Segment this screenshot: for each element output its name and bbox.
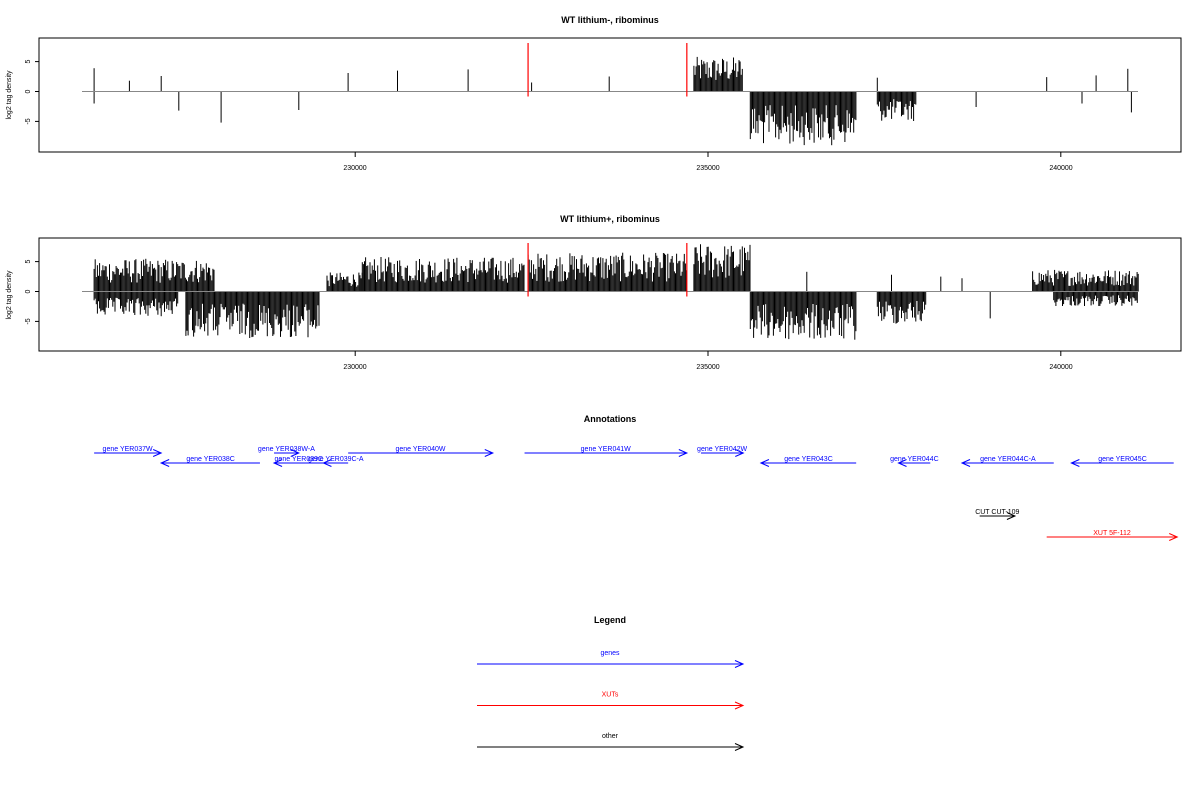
- gene-label: gene YER039C: [275, 456, 324, 463]
- tag-density-bars: [93, 244, 1139, 340]
- annotations-title: Annotations: [584, 414, 637, 424]
- gene-feature: gene YER038W-A: [258, 446, 315, 457]
- legend: Legend genes XUTs other: [477, 615, 745, 751]
- x-tick-label: 230000: [343, 165, 366, 172]
- gene-label: gene YER045C: [1098, 456, 1147, 463]
- gene-label: gene YER038C: [186, 456, 235, 463]
- x-tick-label: 235000: [696, 364, 719, 371]
- gene-label: gene YER044C: [890, 456, 939, 463]
- tag-density-bars: [93, 56, 1132, 146]
- cut-feature: CUT CUT-109: [975, 509, 1020, 520]
- gene-feature: gene YER044C: [890, 456, 939, 467]
- panel-title: WT lithium-, ribominus: [561, 15, 659, 25]
- gene-feature: gene YER043C: [759, 456, 857, 467]
- gene-label: gene YER042W: [697, 446, 747, 453]
- gene-label: gene YER043C: [784, 456, 833, 463]
- gene-label: gene YER038W-A: [258, 446, 315, 453]
- legend-label: XUTs: [602, 692, 619, 699]
- y-axis: 5 0 -5 log2 tag density: [6, 60, 40, 125]
- marker-lines: [527, 43, 688, 97]
- legend-title: Legend: [594, 615, 626, 625]
- panel-lithium-minus: WT lithium-, ribominus 5 0 -5 log2 tag d…: [6, 15, 1182, 172]
- y-tick-label: 5: [25, 260, 32, 264]
- legend-item: XUTs: [477, 692, 745, 710]
- gene-feature: gene YER037W: [94, 446, 163, 457]
- gene-feature: gene YER045C: [1070, 456, 1174, 467]
- x-tick-label: 240000: [1049, 364, 1072, 371]
- x-axis: 230000 235000 240000: [343, 151, 1073, 172]
- y-tick-label: 0: [25, 289, 32, 293]
- gene-feature: gene YER044C-A: [960, 456, 1054, 467]
- panel-lithium-plus: WT lithium+, ribominus 5 0 -5 log2 tag d…: [6, 214, 1182, 371]
- cut-label: CUT CUT-109: [975, 509, 1019, 516]
- xut-feature: XUT 5F-112: [1046, 530, 1179, 541]
- legend-label: genes: [600, 650, 620, 657]
- gene-feature: gene YER039C-A: [308, 456, 364, 467]
- gene-label: gene YER039C-A: [308, 456, 364, 463]
- panel-title: WT lithium+, ribominus: [560, 214, 660, 224]
- gene-label: gene YER040W: [395, 446, 445, 453]
- gene-label: gene YER044C-A: [980, 456, 1036, 463]
- y-tick-label: 5: [25, 60, 32, 64]
- gene-feature: gene YER042W: [697, 446, 748, 457]
- gene-label: gene YER037W: [103, 446, 153, 453]
- plot-frame: [38, 37, 1182, 153]
- legend-items: genes XUTs other: [477, 650, 745, 751]
- marker-lines: [527, 243, 688, 297]
- y-tick-label: -5: [25, 118, 32, 124]
- y-axis: 5 0 -5 log2 tag density: [6, 260, 40, 325]
- y-tick-label: 0: [25, 89, 32, 93]
- y-axis-label: log2 tag density: [6, 70, 13, 120]
- annotation-features: gene YER037W gene YER038C gene YER038W-A ge…: [94, 446, 1179, 541]
- xut-label: XUT 5F-112: [1093, 530, 1131, 537]
- x-tick-label: 240000: [1049, 165, 1072, 172]
- gene-feature: gene YER039C: [272, 456, 324, 467]
- gene-feature: gene YER038C: [159, 456, 260, 467]
- x-tick-label: 230000: [343, 364, 366, 371]
- x-axis: 230000 235000 240000: [343, 350, 1073, 371]
- legend-label: other: [602, 733, 619, 740]
- gene-feature: gene YER040W: [348, 446, 495, 457]
- y-tick-label: -5: [25, 318, 32, 324]
- gene-feature: gene YER041W: [524, 446, 689, 457]
- legend-item: genes: [477, 650, 745, 668]
- y-axis-label: log2 tag density: [6, 270, 13, 320]
- x-tick-label: 235000: [696, 165, 719, 172]
- gene-label: gene YER041W: [581, 446, 631, 453]
- legend-item: other: [477, 733, 745, 751]
